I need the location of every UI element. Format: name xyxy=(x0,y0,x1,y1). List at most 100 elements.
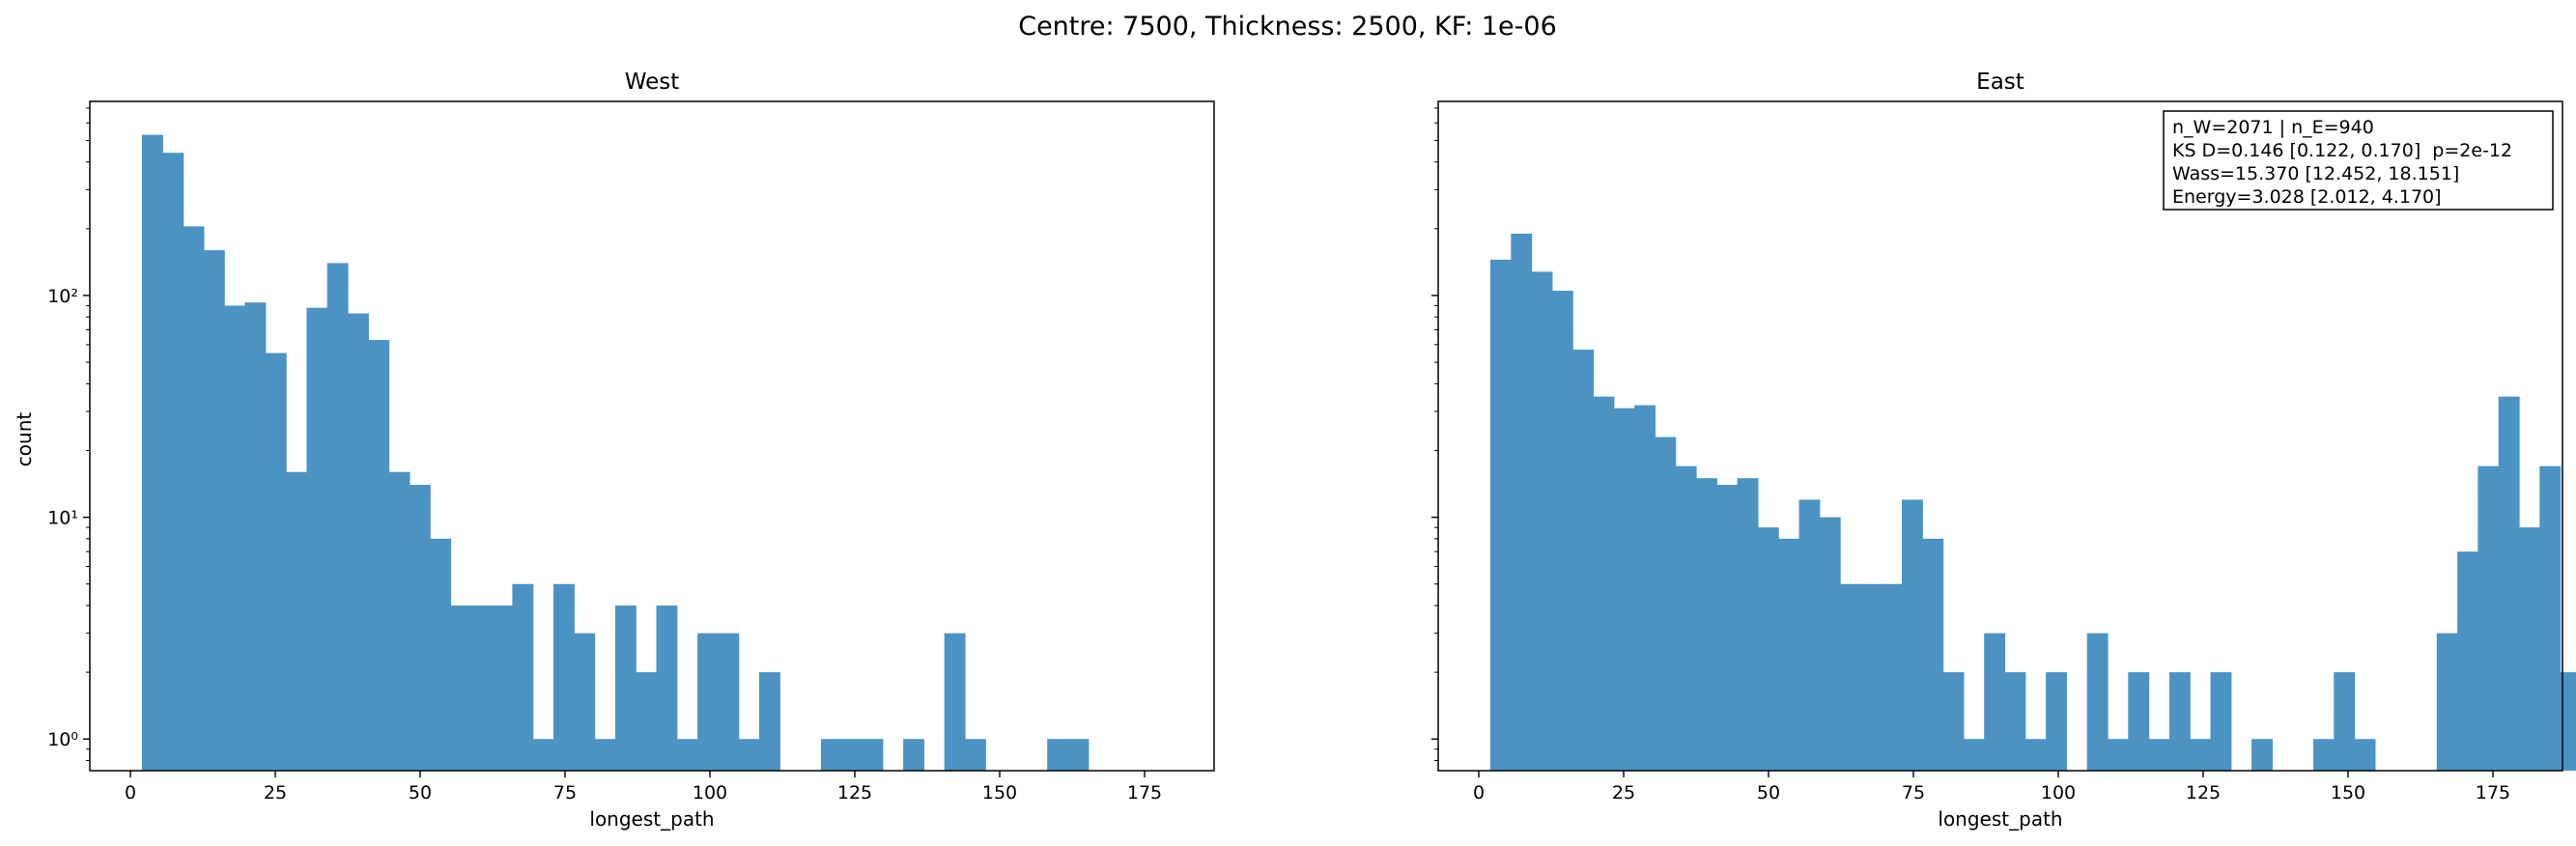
histogram-bar xyxy=(2086,633,2109,771)
x-tick-label: 100 xyxy=(693,782,727,804)
histogram-bar xyxy=(368,340,390,771)
axes-west-xlabel: longest_path xyxy=(589,807,714,831)
histogram-bar xyxy=(326,263,349,771)
histogram-bar xyxy=(2354,739,2376,771)
histogram-bar xyxy=(553,583,575,771)
histogram-bar xyxy=(2024,739,2047,771)
axes-west-title: West xyxy=(625,70,680,95)
x-tick-label: 0 xyxy=(1473,782,1485,804)
histogram-bar xyxy=(1655,437,1677,771)
histogram-bar xyxy=(2313,739,2335,771)
histogram-bar xyxy=(676,739,698,771)
x-tick-label: 0 xyxy=(125,782,136,804)
x-tick-label: 125 xyxy=(2186,782,2221,804)
histogram-bar xyxy=(2046,672,2067,771)
histogram-bar xyxy=(470,605,493,771)
histogram-bar xyxy=(142,134,163,771)
histogram-bar xyxy=(862,739,884,771)
histogram-bar xyxy=(162,153,184,772)
histogram-bar xyxy=(1675,465,1697,771)
histogram-bar xyxy=(1696,478,1717,771)
histogram-bar xyxy=(348,313,369,771)
histogram-bar xyxy=(1511,233,1533,772)
histogram-bar xyxy=(2190,739,2212,771)
y-tick-label: 10⁰ xyxy=(47,729,78,750)
histogram-bar xyxy=(1572,350,1595,771)
histogram-bar xyxy=(512,583,534,771)
axes-east-frame xyxy=(1437,100,2563,772)
histogram-bar xyxy=(738,739,760,771)
histogram-bar xyxy=(574,633,596,771)
histogram-bar xyxy=(1490,259,1512,771)
x-tick-label: 50 xyxy=(409,782,432,804)
histogram-bar xyxy=(2210,672,2232,771)
histogram-bar xyxy=(965,739,986,771)
histogram-bar xyxy=(2539,465,2562,771)
histogram-bar xyxy=(820,739,842,771)
histogram-bar xyxy=(2004,672,2026,771)
histogram-bar xyxy=(903,739,924,771)
x-tick-label: 100 xyxy=(2041,782,2076,804)
histogram-bar xyxy=(306,307,328,771)
histogram-bar xyxy=(1902,499,1923,771)
histogram-bar xyxy=(2560,672,2576,771)
histogram-bar xyxy=(1593,396,1615,771)
histogram-bar xyxy=(1798,499,1821,771)
histogram-bar xyxy=(1737,478,1759,771)
axes-west-ylabel: count xyxy=(13,412,36,467)
histogram-bar xyxy=(1778,538,1800,771)
histogram-bar xyxy=(532,739,554,771)
histogram-bar xyxy=(492,605,513,771)
x-tick-label: 25 xyxy=(264,782,287,804)
stats-line-wass: Wass=15.370 [12.452, 18.151] xyxy=(2172,163,2459,184)
histogram-bar xyxy=(636,672,658,771)
histogram-bar xyxy=(1067,739,1090,771)
histogram-bar xyxy=(656,605,678,771)
histogram-bar xyxy=(1613,408,1635,771)
histogram-bar xyxy=(1634,405,1656,771)
axes-east: East longest_path 0 25 50 75 100 125 150 175 n_… xyxy=(1431,70,2576,831)
histogram-bar xyxy=(2477,465,2500,771)
x-tick-label: 150 xyxy=(982,782,1017,804)
axes-west-bars xyxy=(142,134,1090,772)
x-tick-label: 75 xyxy=(553,782,577,804)
histogram-bar xyxy=(2457,551,2478,771)
histogram-bar xyxy=(718,633,740,771)
histogram-bar xyxy=(944,633,966,771)
x-tick-label: 150 xyxy=(2331,782,2365,804)
stats-line-energy: Energy=3.028 [2.012, 4.170] xyxy=(2172,186,2442,208)
axes-west: West longest_path count 0 25 50 75 100 125 150… xyxy=(13,70,1215,831)
histogram-bar xyxy=(244,302,267,771)
stats-box-frame xyxy=(2163,110,2554,211)
x-tick-label: 175 xyxy=(1127,782,1162,804)
x-tick-label: 125 xyxy=(837,782,872,804)
histogram-bar xyxy=(409,485,431,771)
histogram-bar xyxy=(450,605,472,771)
histogram-bar xyxy=(1819,517,1841,771)
y-tick-label: 10¹ xyxy=(47,508,78,529)
histogram-bar xyxy=(224,305,246,771)
axes-east-bars xyxy=(1490,233,2576,772)
histogram-bar xyxy=(1716,485,1739,771)
histogram-bar xyxy=(1860,583,1882,771)
axes-east-xlabel: longest_path xyxy=(1938,807,2062,831)
histogram-bar xyxy=(2334,672,2356,771)
histogram-bar xyxy=(183,226,205,771)
histogram-bar xyxy=(388,471,410,771)
histogram-bar xyxy=(2168,672,2191,771)
histogram-bar xyxy=(614,605,637,771)
histogram-bar xyxy=(430,538,452,771)
histogram-bar xyxy=(1551,291,1573,771)
histogram-bar xyxy=(1984,633,2006,771)
histogram-bar xyxy=(2128,672,2150,771)
histogram-bar xyxy=(697,633,719,771)
stats-box: n_W=2071 | n_E=940 KS D=0.146 [0.122, 0.… xyxy=(2163,110,2554,211)
histogram-bar xyxy=(2251,739,2273,771)
histogram-bar xyxy=(594,739,616,771)
histogram-bar xyxy=(841,739,863,771)
y-tick-label: 10² xyxy=(47,286,78,307)
histogram-bar xyxy=(2148,739,2170,771)
histogram-bar xyxy=(265,352,287,771)
histogram-bar xyxy=(2436,633,2458,771)
